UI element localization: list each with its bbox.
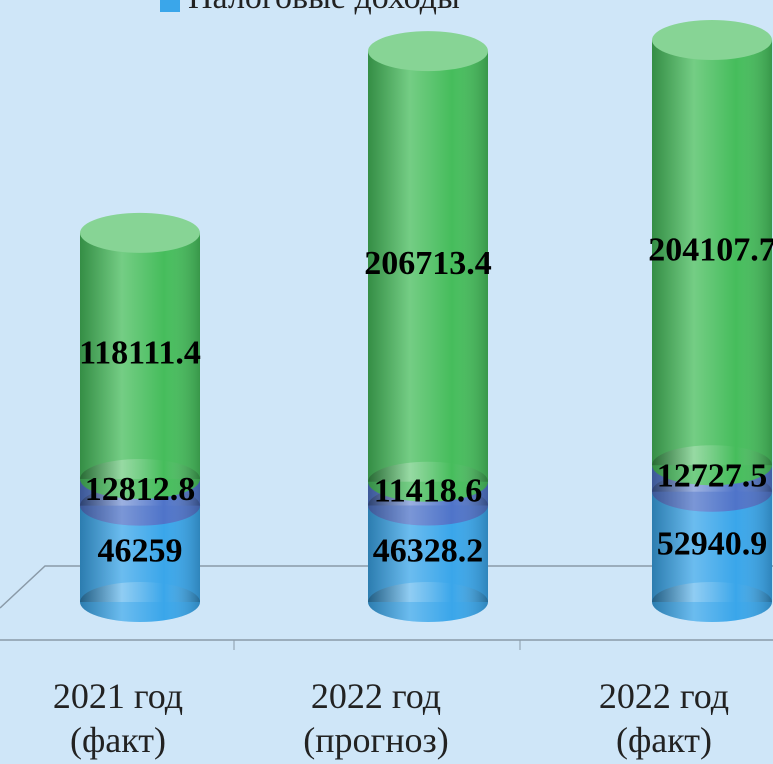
- segment-top: [80, 212, 200, 253]
- data-label: 12812.8: [85, 471, 196, 508]
- segment-shade: [368, 51, 488, 482]
- legend: Налоговые доходы: [160, 0, 460, 16]
- data-label: 11418.6: [374, 472, 483, 509]
- cylinder-segment: [652, 20, 772, 486]
- x-tick-line: 2022 год: [311, 676, 441, 716]
- cylinder-segment: [368, 31, 488, 502]
- data-label: 46259: [98, 533, 183, 570]
- x-tick-label: 2022 год (факт): [599, 676, 729, 760]
- x-tick-line: 2022 год: [599, 676, 729, 716]
- x-tick-label: 2022 год (прогноз): [303, 676, 449, 760]
- x-tick-line: (факт): [616, 720, 712, 760]
- legend-label: Налоговые доходы: [188, 0, 460, 16]
- floor-back: [0, 565, 773, 609]
- data-label: 118111.4: [79, 335, 201, 372]
- segment-shade: [80, 232, 200, 479]
- cylinder-segment: [80, 212, 200, 499]
- x-tick-line: (прогноз): [303, 720, 449, 760]
- segment-top: [652, 20, 772, 60]
- data-label: 204107.7: [648, 231, 773, 268]
- data-label: 46328.2: [373, 533, 484, 570]
- legend-swatch: [160, 0, 180, 12]
- segment-shade: [652, 40, 772, 466]
- data-label: 12727.5: [657, 457, 768, 494]
- segment-top: [368, 31, 488, 72]
- data-label: 206713.4: [364, 245, 492, 282]
- x-tick-label: 2021 год (факт): [53, 676, 183, 760]
- x-tick-line: (факт): [70, 720, 166, 760]
- data-label: 52940.9: [657, 526, 768, 563]
- x-tick-line: 2021 год: [53, 676, 183, 716]
- cylinder-segment: [368, 505, 488, 622]
